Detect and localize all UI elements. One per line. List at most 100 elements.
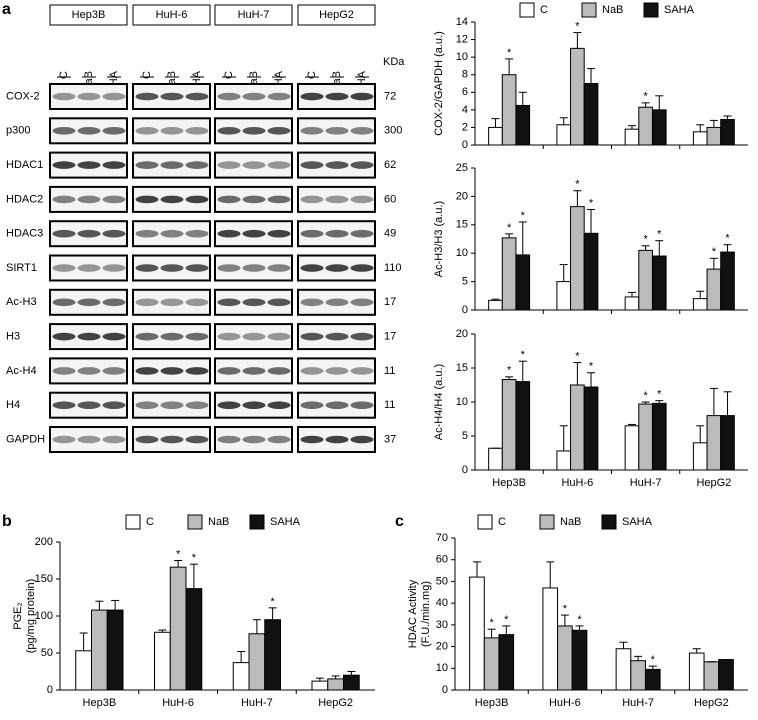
band: [52, 435, 76, 444]
bar: [106, 609, 124, 691]
band: [242, 229, 266, 238]
y-tick-label: 4: [462, 104, 468, 116]
cell-line-box: [297, 4, 376, 26]
protein-label: HDAC1: [6, 159, 43, 171]
band: [325, 401, 349, 410]
band: [217, 435, 241, 444]
bar: [488, 447, 503, 471]
kda-unit: KDa: [383, 56, 405, 68]
significance: *: [575, 20, 580, 32]
bar: [570, 47, 585, 146]
x-tick-label: HuH-6: [162, 697, 194, 709]
band: [185, 367, 209, 375]
protein-label: H3: [6, 331, 20, 343]
band: [185, 161, 209, 169]
band: [52, 127, 76, 135]
significance: *: [176, 548, 181, 560]
band: [52, 92, 76, 101]
y-tick-label: 20: [456, 328, 468, 340]
bar: [624, 296, 640, 311]
blot-panel: [49, 426, 128, 453]
band: [350, 367, 374, 375]
band: [217, 264, 241, 272]
protein-label: SIRT1: [6, 262, 37, 274]
y-tick-label: 10: [456, 51, 468, 63]
legend-label: NaB: [560, 516, 581, 528]
x-tick-label: HepG2: [696, 477, 731, 489]
band: [102, 367, 126, 375]
blot-panel: [132, 117, 211, 145]
significance: *: [643, 91, 648, 103]
bar: [718, 659, 734, 691]
significance: *: [589, 361, 594, 373]
band: [325, 161, 349, 169]
bar: [651, 402, 667, 471]
band: [102, 401, 126, 410]
significance: *: [192, 552, 197, 564]
y-tick-label: 10: [456, 247, 468, 259]
band: [300, 435, 324, 444]
bar: [185, 588, 203, 691]
band: [52, 195, 76, 204]
legend-swatch: [249, 514, 265, 530]
y-axis-label: HDAC Activity: [407, 579, 419, 648]
band: [300, 332, 324, 341]
band: [217, 401, 241, 410]
band: [102, 161, 126, 169]
y-tick-label: 25: [456, 162, 468, 174]
band: [160, 127, 184, 135]
legend-label: C: [146, 516, 154, 528]
blot-panel: [214, 323, 293, 351]
x-tick-label: Hep3B: [83, 697, 117, 709]
band: [102, 127, 126, 135]
band: [185, 195, 209, 204]
band: [160, 229, 184, 238]
band: [300, 229, 324, 238]
band: [77, 401, 101, 410]
bar: [556, 450, 572, 471]
bar: [583, 386, 599, 471]
band: [300, 401, 324, 410]
band: [242, 161, 266, 169]
protein-label: Ac-H3: [6, 296, 37, 308]
band: [52, 367, 76, 375]
bar: [651, 109, 667, 146]
bar: [570, 206, 585, 311]
band: [160, 195, 184, 204]
y-axis-label: COX-2/GAPDH (a.u.): [433, 31, 445, 136]
lane-label: C: [141, 71, 153, 79]
legend-swatch: [125, 514, 141, 530]
band: [185, 229, 209, 238]
bar: [542, 587, 559, 691]
significance: *: [589, 197, 594, 209]
cell-line-box: [49, 4, 128, 26]
significance: *: [712, 246, 717, 258]
bar: [688, 652, 705, 691]
significance: *: [507, 47, 512, 59]
band: [52, 264, 76, 272]
band: [77, 298, 101, 307]
significance: *: [643, 390, 648, 402]
band: [242, 195, 266, 204]
lane-label: C: [58, 71, 70, 79]
band: [267, 195, 291, 204]
x-tick-label: Hep3B: [492, 477, 526, 489]
band: [325, 332, 349, 341]
bar: [311, 680, 329, 691]
bar: [706, 415, 722, 471]
band: [350, 92, 374, 101]
band: [77, 127, 101, 135]
band: [267, 367, 291, 375]
y-tick-label: 70: [436, 532, 448, 544]
bar: [692, 131, 708, 146]
y-tick-label: 14: [456, 16, 468, 28]
band: [350, 264, 374, 272]
protein-label: Ac-H4: [6, 365, 37, 377]
panel-label: b: [2, 513, 12, 530]
bar: [630, 660, 646, 691]
y-tick-label: 200: [35, 536, 53, 548]
bar: [720, 119, 735, 146]
legend-label: C: [540, 4, 548, 16]
bar: [264, 619, 281, 691]
